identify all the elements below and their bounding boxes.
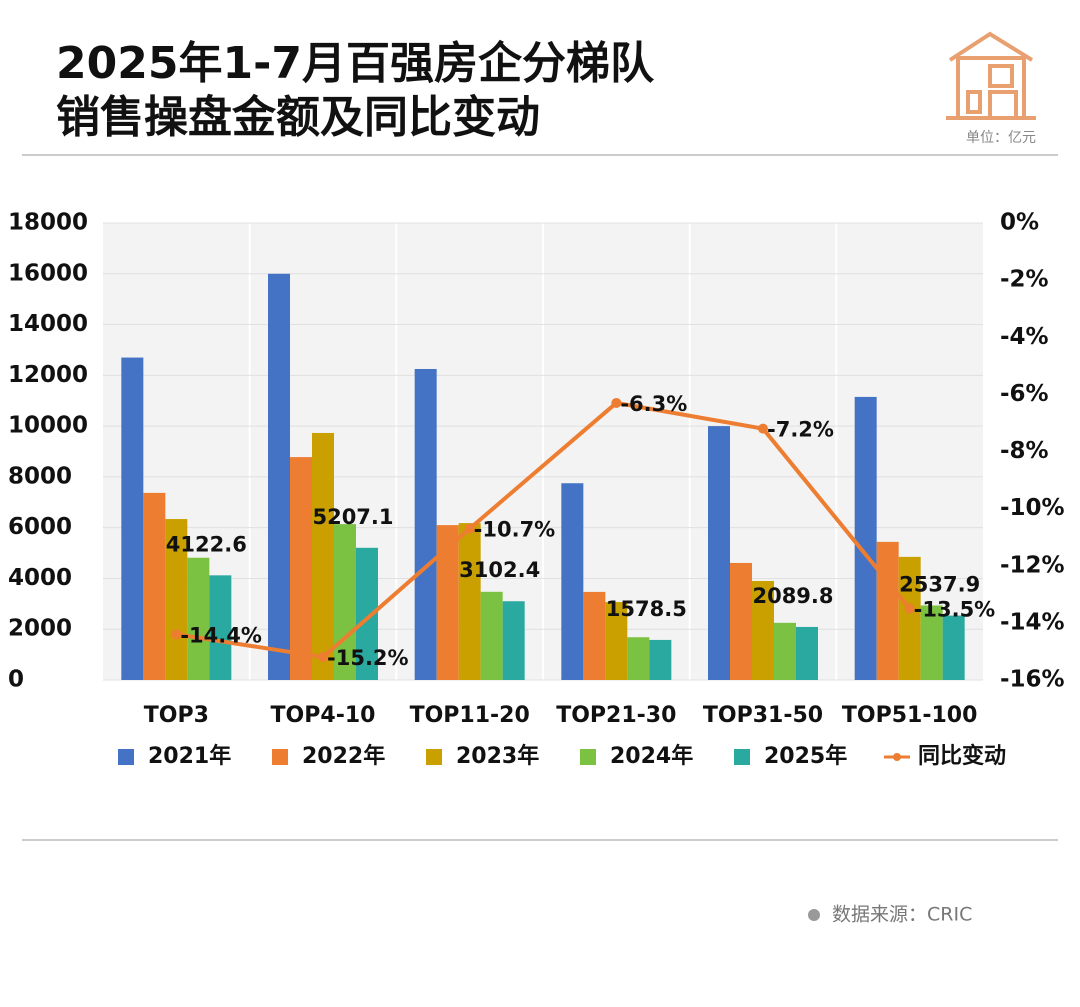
bar (898, 556, 921, 680)
source: 数据来源：CRIC (832, 904, 972, 926)
bar (796, 626, 818, 680)
y-tick-label: 8000 (8, 463, 72, 489)
bar-value-label: 3102.4 (459, 558, 540, 582)
bar-value-label: 5207.1 (312, 505, 393, 529)
line-marker (758, 423, 768, 434)
bar (708, 426, 730, 680)
bar (502, 601, 525, 680)
legend-swatch (734, 749, 750, 765)
y-tick-label: 6000 (8, 514, 72, 540)
legend-swatch (272, 749, 288, 765)
line-value-label: -7.2% (767, 418, 834, 442)
bar (649, 639, 672, 680)
bar (561, 483, 584, 680)
y-tick-label: 14000 (8, 311, 88, 337)
legend-label: 2023年 (456, 743, 539, 769)
line-value-label: -15.2% (327, 646, 409, 670)
y2-tick-label: -4% (1000, 324, 1049, 350)
y-tick-label: 2000 (8, 616, 72, 642)
bar-value-label: 2089.8 (752, 584, 833, 608)
x-tick-label: TOP11-20 (410, 703, 530, 728)
bar (458, 523, 481, 680)
y2-tick-label: -8% (1000, 438, 1049, 464)
bar (268, 273, 290, 680)
line-marker (464, 523, 475, 534)
bar (583, 591, 606, 680)
bar (774, 622, 796, 680)
source-dot (808, 909, 820, 921)
x-tick-label: TOP31-50 (703, 703, 823, 728)
bar (876, 541, 899, 680)
bar (290, 457, 312, 680)
line-marker (318, 652, 328, 663)
line (176, 400, 912, 660)
chart-subtitle: 销售操盘金额及同比变动 (56, 92, 540, 143)
legend-label: 2024年 (610, 743, 693, 769)
bar (920, 605, 943, 680)
y2-tick-label: -12% (1000, 552, 1065, 578)
bar (356, 547, 378, 680)
x-tick-label: TOP21-30 (556, 703, 676, 728)
y-tick-label: 0 (8, 667, 24, 693)
y2-tick-label: -16% (1000, 667, 1065, 693)
legend-swatch (580, 749, 596, 765)
bar (730, 562, 752, 680)
house-icon (946, 31, 1036, 120)
bar (752, 580, 774, 680)
x-tick-label: TOP3 (144, 703, 209, 728)
bar (942, 615, 965, 680)
bar (480, 591, 503, 680)
legend-label: 同比变动 (918, 743, 1006, 769)
bar (854, 396, 877, 680)
y-tick-label: 18000 (8, 210, 88, 236)
legend-swatch (118, 749, 134, 765)
y2-tick-label: -10% (1000, 495, 1065, 521)
y2-tick-label: -2% (1000, 267, 1049, 293)
bar (121, 357, 144, 680)
line-value-label: -14.4% (180, 623, 262, 647)
bar (187, 557, 210, 680)
x-tick-label: TOP51-100 (842, 703, 978, 728)
bar (165, 519, 188, 680)
legend-label: 2025年 (764, 743, 847, 769)
y-tick-label: 16000 (8, 260, 88, 286)
y-tick-label: 12000 (8, 362, 88, 388)
line-value-label: -10.7% (474, 518, 556, 542)
y-tick-label: 4000 (8, 565, 72, 591)
bar (143, 492, 166, 680)
bar (627, 637, 650, 680)
bar-value-label: 1578.5 (606, 597, 687, 621)
line-marker (904, 603, 915, 614)
legend-swatch (426, 749, 442, 765)
bar (436, 525, 459, 680)
bar-value-label: 2537.9 (899, 573, 980, 597)
y-tick-label: 10000 (8, 413, 88, 439)
y2-tick-label: -6% (1000, 381, 1049, 407)
unit-label: 单位：亿元 (966, 130, 1036, 146)
line-marker (171, 629, 182, 640)
legend-label: 2022年 (302, 743, 385, 769)
line-value-label: -13.5% (914, 598, 996, 622)
bar (209, 575, 232, 680)
line-marker (611, 397, 622, 408)
y2-tick-label: 0% (1000, 210, 1039, 236)
bar (414, 368, 437, 680)
legend-swatch (893, 753, 901, 761)
bar-value-label: 4122.6 (166, 532, 247, 556)
legend-label: 2021年 (148, 743, 231, 769)
x-tick-label: TOP4-10 (271, 703, 376, 728)
y2-tick-label: -14% (1000, 609, 1065, 635)
line-value-label: -6.3% (620, 392, 687, 416)
chart-title: 2025年1-7月百强房企分梯队 (56, 38, 655, 89)
bar (605, 602, 628, 680)
bar (312, 432, 334, 680)
